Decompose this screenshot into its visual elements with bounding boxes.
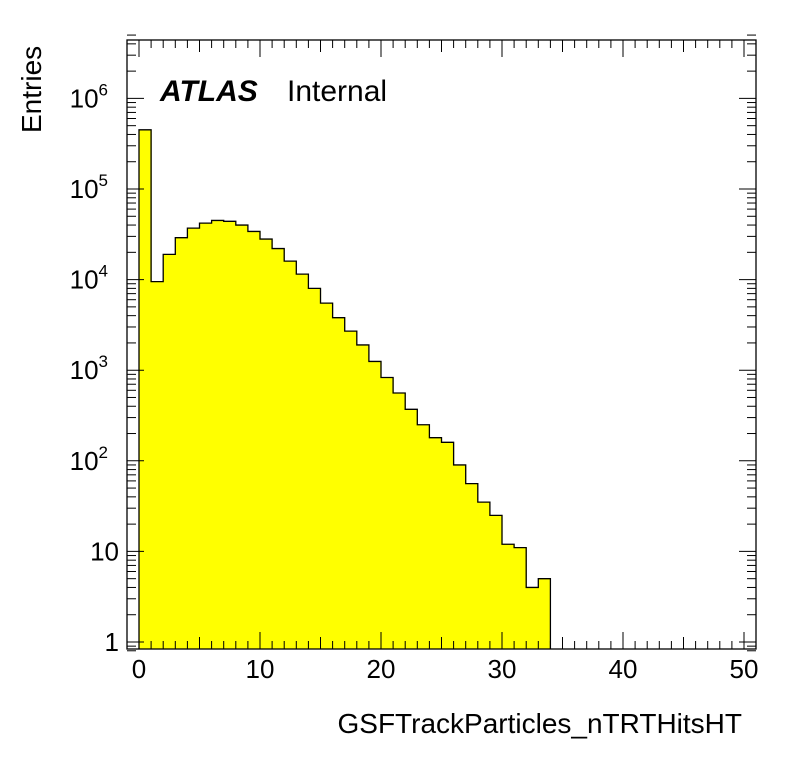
y-tick-label: 105 <box>70 171 108 204</box>
y-tick-label: 102 <box>70 443 108 476</box>
x-tick-label: 40 <box>609 654 638 684</box>
histogram-bin <box>223 221 237 649</box>
histogram-bin <box>296 274 309 649</box>
x-tick-label: 10 <box>246 654 275 684</box>
y-tick-label: 103 <box>70 352 108 385</box>
histogram-outline <box>138 129 552 649</box>
histogram-bin <box>502 544 515 649</box>
histogram-bin <box>538 578 551 649</box>
histogram-bin <box>393 393 406 649</box>
histogram-bin <box>139 129 152 649</box>
histogram-bin <box>332 317 346 649</box>
histogram-bin <box>441 442 455 649</box>
x-tick-label: 0 <box>132 654 146 684</box>
y-tick-label: 106 <box>70 80 108 113</box>
histogram-bin <box>163 254 176 650</box>
histogram-bin <box>235 225 249 650</box>
y-tick-label: 104 <box>70 262 108 295</box>
histogram-bin <box>199 223 213 650</box>
histogram-bin <box>187 228 201 650</box>
internal-label: Internal <box>287 75 387 108</box>
x-tick-label: 30 <box>488 654 517 684</box>
histogram-bin <box>284 261 297 649</box>
histogram-bin <box>344 331 358 649</box>
histogram-bin <box>320 303 334 649</box>
histogram-bin <box>175 237 188 650</box>
histogram-bin <box>247 231 261 650</box>
x-tick-label: 50 <box>730 654 759 684</box>
y-axis-title: Entries <box>16 46 47 133</box>
histogram-bin <box>405 409 418 649</box>
histogram-bin <box>308 288 322 649</box>
histogram-bin <box>368 361 382 649</box>
atlas-label: ATLAS <box>159 75 258 108</box>
histogram-bin <box>465 483 479 649</box>
histogram-bin <box>272 248 285 649</box>
x-axis-title: GSFTrackParticles_nTRTHitsHT <box>338 708 743 739</box>
histogram-bin <box>356 344 370 649</box>
histogram-bin <box>453 464 467 649</box>
axis-ticks <box>127 34 756 652</box>
histogram-bin <box>514 547 527 649</box>
histogram-bin <box>526 587 539 649</box>
y-tick-label: 1 <box>105 627 119 657</box>
histogram-bin <box>151 281 164 649</box>
x-tick-label: 20 <box>367 654 396 684</box>
histogram-bin <box>211 220 225 649</box>
histogram-bin <box>417 424 430 649</box>
histogram-bin <box>381 377 394 649</box>
histogram-bars <box>138 129 552 650</box>
histogram-bin <box>429 437 443 649</box>
histogram-bin <box>477 502 491 649</box>
axis-labels: 0 10 20 30 40 50 1 10 102 103 104 105 106 <box>70 80 759 684</box>
y-tick-label: 10 <box>90 536 119 566</box>
histogram-bin <box>260 239 273 650</box>
histogram-bin <box>489 515 503 649</box>
